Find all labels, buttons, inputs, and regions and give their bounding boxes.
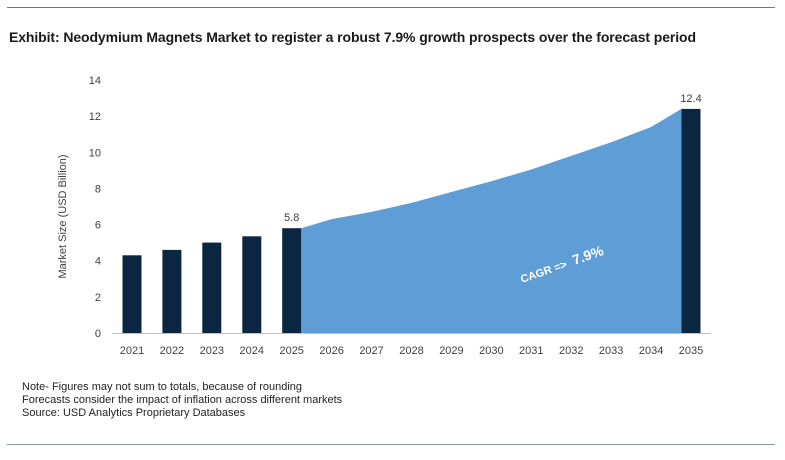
- bar-2022: [162, 249, 182, 333]
- y-tick-label-0: 0: [95, 328, 101, 340]
- bar-2023: [202, 242, 222, 333]
- x-tick-label-2030: 2030: [479, 345, 503, 357]
- footnotes: Note- Figures may not sum to totals, bec…: [22, 381, 342, 420]
- bar-2024: [242, 236, 262, 333]
- data-label-2025: 5.8: [284, 212, 299, 224]
- bottom-rule: [7, 444, 775, 445]
- x-tick-label-2027: 2027: [359, 345, 383, 357]
- y-tick-label-10: 10: [89, 147, 101, 159]
- x-tick-label-2031: 2031: [519, 345, 543, 357]
- x-tick-label-2026: 2026: [319, 345, 343, 357]
- note-source: Source: USD Analytics Proprietary Databa…: [22, 407, 246, 419]
- x-tick-label-2025: 2025: [279, 345, 303, 357]
- y-tick-label-6: 6: [95, 220, 101, 232]
- page-title: Exhibit: Neodymium Magnets Market to reg…: [9, 29, 696, 45]
- x-tick-label-2022: 2022: [160, 345, 184, 357]
- note-inflation: Forecasts consider the impact of inflati…: [22, 394, 343, 406]
- top-rule: [7, 7, 775, 8]
- y-tick-label-14: 14: [89, 75, 101, 87]
- x-tick-label-2028: 2028: [399, 345, 423, 357]
- x-tick-label-2029: 2029: [439, 345, 463, 357]
- x-tick-label-2032: 2032: [559, 345, 583, 357]
- note-rounding: Note- Figures may not sum to totals, bec…: [22, 381, 303, 393]
- data-label-2035: 12.4: [680, 93, 701, 105]
- bar-2021: [122, 255, 142, 333]
- bar-2025: [282, 228, 302, 333]
- y-tick-label-12: 12: [89, 111, 101, 123]
- y-tick-label-2: 2: [95, 292, 101, 304]
- y-tick-label-4: 4: [95, 256, 101, 268]
- x-tick-label-2034: 2034: [639, 345, 663, 357]
- y-tick-label-8: 8: [95, 183, 101, 195]
- x-tick-label-2023: 2023: [200, 345, 224, 357]
- x-tick-label-2035: 2035: [679, 345, 703, 357]
- forecast-area: [301, 108, 682, 334]
- x-tick-label-2033: 2033: [599, 345, 623, 357]
- y-axis-title: Market Size (USD Billion): [57, 154, 69, 278]
- bar-2035: [681, 108, 701, 334]
- x-tick-label-2024: 2024: [240, 345, 264, 357]
- x-tick-label-2021: 2021: [120, 345, 144, 357]
